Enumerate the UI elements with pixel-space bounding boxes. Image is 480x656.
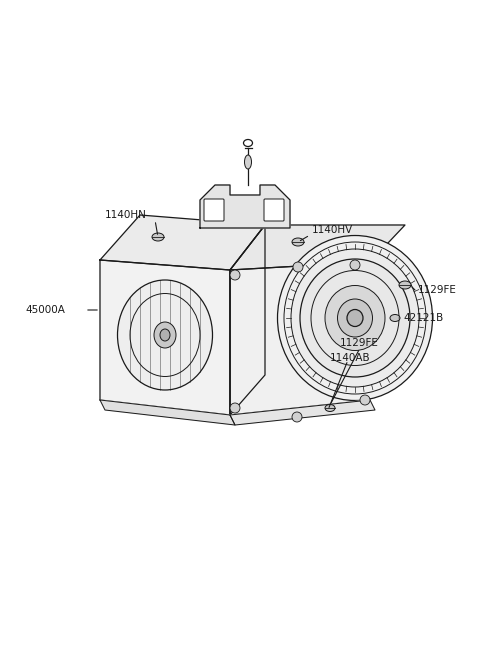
Polygon shape [230,400,375,425]
Text: 1129FE: 1129FE [340,338,379,348]
Text: 1140HV: 1140HV [312,225,353,235]
Ellipse shape [399,281,411,289]
Ellipse shape [300,259,410,377]
Ellipse shape [160,329,170,341]
Ellipse shape [277,236,432,401]
Circle shape [360,395,370,405]
Polygon shape [230,225,265,415]
Ellipse shape [118,280,213,390]
Ellipse shape [291,249,419,387]
Text: 1129FE: 1129FE [418,285,457,295]
Circle shape [292,412,302,422]
Circle shape [293,262,303,272]
Text: 1140AB: 1140AB [330,353,371,363]
Text: 45000A: 45000A [25,305,65,315]
Polygon shape [100,215,265,270]
Ellipse shape [390,314,400,321]
Circle shape [350,260,360,270]
Ellipse shape [292,238,304,246]
Ellipse shape [325,285,385,350]
Circle shape [230,270,240,280]
Text: 1140HN: 1140HN [105,210,147,220]
Polygon shape [200,185,290,228]
Ellipse shape [154,322,176,348]
Circle shape [230,403,240,413]
Polygon shape [100,400,235,425]
Ellipse shape [325,405,335,411]
Ellipse shape [244,155,252,169]
Polygon shape [230,225,405,270]
Ellipse shape [337,299,372,337]
Polygon shape [230,262,370,415]
Ellipse shape [347,310,363,327]
Polygon shape [100,260,230,415]
FancyBboxPatch shape [204,199,224,221]
FancyBboxPatch shape [264,199,284,221]
Ellipse shape [152,233,164,241]
Text: 42121B: 42121B [403,313,443,323]
